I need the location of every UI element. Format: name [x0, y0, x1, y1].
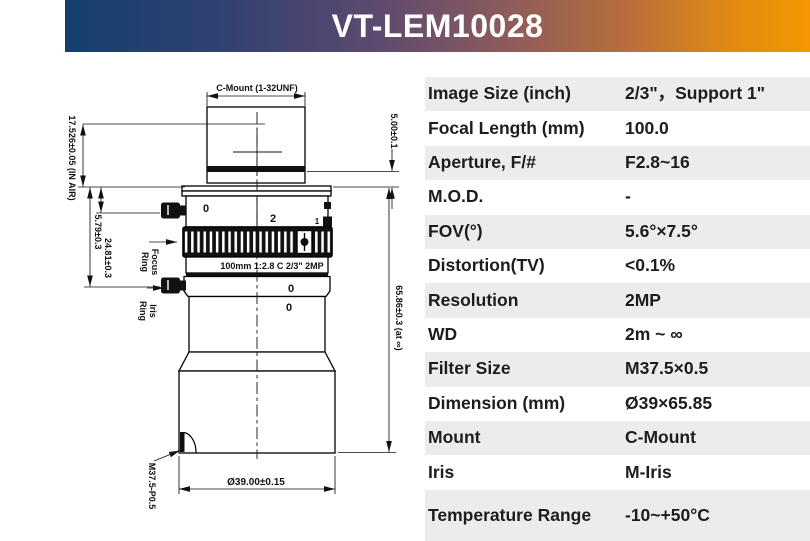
dimensions — [78, 92, 399, 494]
spec-label: M.O.D. — [428, 186, 484, 207]
spec-label: Distortion(TV) — [428, 255, 545, 276]
spec-value: 2/3"，Support 1" — [625, 83, 766, 104]
spec-value: M-Iris — [625, 461, 672, 482]
scale-one: 1 — [315, 217, 320, 226]
table-row: Filter Size M37.5×0.5 — [425, 352, 810, 387]
dim-total-length: 65.86±0.3 (at ∞) — [394, 285, 404, 350]
spec-label: Filter Size — [428, 358, 511, 379]
spec-label: WD — [428, 323, 458, 344]
spec-label: Aperture, F/# — [428, 152, 536, 173]
table-row: WD 2m ~ ∞ — [425, 318, 810, 352]
spec-value: 2m ~ ∞ — [625, 323, 683, 344]
scale-two: 2 — [270, 213, 276, 225]
center-lines — [233, 112, 282, 459]
spec-value: - — [625, 186, 631, 207]
table-row: M.O.D. - — [425, 180, 810, 214]
table-row: Image Size (inch) 2/3"，Support 1" — [425, 77, 810, 112]
table-row: Iris M-Iris — [425, 455, 810, 489]
dim-ring-offset: 24.81±0.3 — [103, 238, 113, 278]
scale-lower-zero: 0 — [286, 302, 292, 314]
spec-value: 100.0 — [625, 117, 669, 138]
spec-value: F2.8~16 — [625, 152, 690, 173]
dim-mount-height: 5.00±0.1 — [389, 114, 399, 149]
lens-outline — [161, 106, 337, 454]
spec-value: C-Mount — [625, 427, 696, 448]
spec-value: 5.6°×7.5° — [625, 220, 698, 241]
spec-value: M37.5×0.5 — [625, 358, 709, 379]
scale-top-zero: 0 — [203, 203, 209, 215]
spec-label: Dimension (mm) — [428, 392, 566, 413]
spec-label: Resolution — [428, 289, 519, 310]
iris-ring-label-line2: Ring — [138, 301, 148, 321]
table-row: Distortion(TV) <0.1% — [425, 249, 810, 283]
table-row: Temperature Range -10~+50°C — [425, 489, 810, 541]
dim-diameter: Ø39.00±0.15 — [227, 477, 285, 488]
table-row: Resolution 2MP — [425, 283, 810, 318]
table-row: Dimension (mm) Ø39×65.85 — [425, 387, 810, 421]
table-row: Mount C-Mount — [425, 420, 810, 456]
body-marking: 100mm 1:2.8 C 2/3" 2MP — [220, 261, 323, 271]
filter-thread-label: M37.5-P0.5 — [147, 463, 157, 510]
dim-screw-offset: 5.79±0.3 — [93, 215, 103, 250]
spec-label: Temperature Range — [428, 504, 592, 525]
focus-ring-label-line1: Focus — [150, 249, 160, 276]
iris-lock-screw — [161, 277, 186, 294]
focus-ring — [182, 226, 333, 258]
spec-table: Image Size (inch) 2/3"，Support 1" Focal … — [425, 77, 810, 541]
spec-label: FOV(°) — [428, 220, 483, 241]
spec-label: Mount — [428, 427, 481, 448]
filter-thread-mark — [180, 431, 197, 453]
c-mount-label: C-Mount (1-32UNF) — [216, 83, 298, 93]
spec-label: Iris — [428, 461, 455, 482]
focus-ring-label-line2: Ring — [140, 252, 150, 272]
table-row: Aperture, F/# F2.8~16 — [425, 145, 810, 181]
spec-value: Ø39×65.85 — [625, 392, 713, 413]
spec-value: 2MP — [625, 289, 661, 310]
header-banner: VT-LEM10028 — [65, 0, 810, 52]
spec-value: -10~+50°C — [625, 504, 710, 525]
spec-label: Image Size (inch) — [428, 83, 571, 104]
spec-value: <0.1% — [625, 255, 676, 276]
table-row: FOV(°) 5.6°×7.5° — [425, 214, 810, 249]
dimension-labels: C-Mount (1-32UNF) 17.526±0.05 (IN AIR) 5… — [67, 83, 404, 509]
scale-iris-zero: 0 — [288, 283, 294, 295]
focus-lock-screw — [161, 202, 186, 219]
table-row: Focal Length (mm) 100.0 — [425, 111, 810, 145]
product-title: VT-LEM10028 — [331, 7, 544, 44]
iris-ring-label-line1: Iris — [148, 304, 158, 318]
barrel-markings: 0 2 1 100mm 1:2.8 C 2/3" 2MP 0 0 — [203, 203, 324, 314]
spec-label: Focal Length (mm) — [428, 117, 585, 138]
dim-flange-distance: 17.526±0.05 (IN AIR) — [67, 115, 77, 200]
